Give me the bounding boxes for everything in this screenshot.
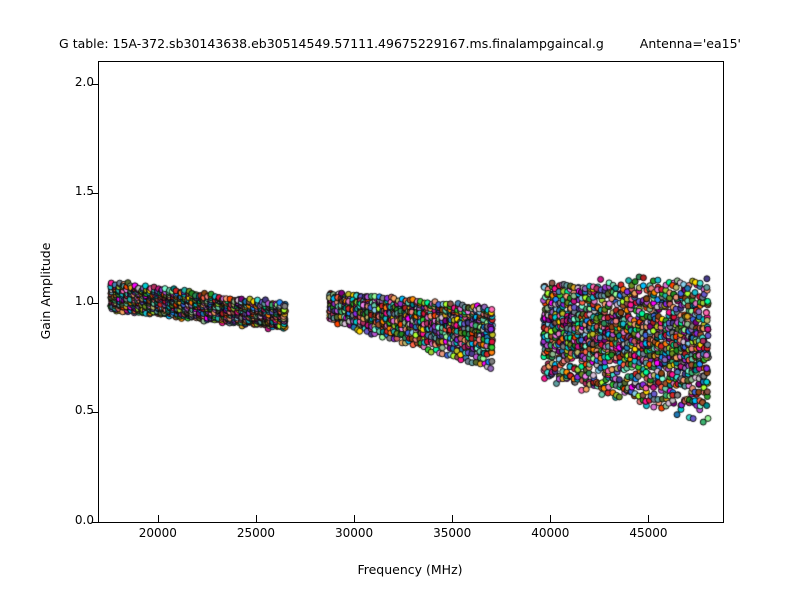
plot-title-row: G table: 15A-372.sb30143638.eb30514549.5… xyxy=(0,33,800,53)
x-axis-label: Frequency (MHz) xyxy=(357,562,463,577)
x-tick-label: 45000 xyxy=(629,526,668,540)
y-tick-mark xyxy=(92,193,99,195)
y-tick-mark xyxy=(92,83,99,85)
x-tick-label: 40000 xyxy=(531,526,570,540)
y-tick-mark xyxy=(92,522,99,523)
x-tick-label: 30000 xyxy=(335,526,374,540)
y-tick-label: 1.5 xyxy=(74,184,94,199)
x-tick-label: 25000 xyxy=(236,526,276,540)
scatter-plot-canvas xyxy=(99,62,723,522)
x-tick-mark xyxy=(550,515,552,522)
x-tick-mark xyxy=(452,515,454,522)
x-tick-mark xyxy=(157,515,159,522)
y-tick-mark xyxy=(92,412,99,414)
x-tick-mark xyxy=(255,515,257,522)
x-tick-mark xyxy=(648,515,650,522)
x-tick-mark xyxy=(354,515,356,522)
antenna-label: Antenna='ea15' xyxy=(639,35,741,51)
x-tick-label: 20000 xyxy=(138,526,177,540)
y-tick-label: 2.0 xyxy=(74,74,94,89)
y-tick-label: 1.0 xyxy=(74,293,94,308)
page-title: G table: 15A-372.sb30143638.eb30514549.5… xyxy=(59,35,604,51)
y-axis-label: Gain Amplitude xyxy=(38,242,53,340)
plot-axes: 0.0 0.5 1.0 1.5 2.0 20000 25000 30000 35000 4000… xyxy=(75,61,724,540)
y-tick-label: 0.0 xyxy=(74,513,94,527)
y-tick-mark xyxy=(92,302,99,304)
x-tick-label: 35000 xyxy=(433,526,472,540)
y-tick-label: 0.5 xyxy=(74,403,94,418)
